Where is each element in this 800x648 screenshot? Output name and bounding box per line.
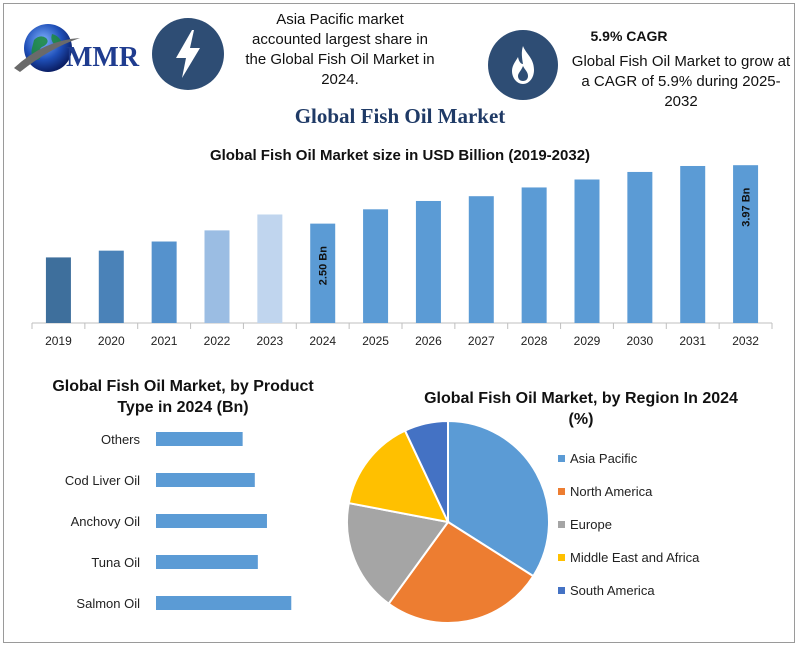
flame-icon bbox=[488, 30, 558, 100]
bar-2022 bbox=[204, 230, 230, 323]
hbar-cod-liver-oil bbox=[156, 473, 255, 487]
legend-label: North America bbox=[570, 484, 653, 499]
data-label: 2.50 Bn bbox=[318, 246, 330, 285]
x-tick-label: 2022 bbox=[204, 334, 231, 348]
bar-2024 bbox=[310, 223, 336, 323]
pie-slice-south-america bbox=[403, 419, 449, 523]
region-pie-chart: Asia Pacific North America Europe Middle Ea… bbox=[346, 419, 700, 624]
mmr-logo bbox=[12, 18, 150, 84]
x-tick-label: 2023 bbox=[257, 334, 284, 348]
bar-2019 bbox=[45, 257, 71, 323]
x-tick-label: 2027 bbox=[468, 334, 495, 348]
x-tick-label: 2024 bbox=[309, 334, 336, 348]
pie-slice-europe bbox=[346, 501, 450, 606]
category-label: Cod Liver Oil bbox=[65, 473, 140, 488]
product-chart-title: Global Fish Oil Market, by Product Type … bbox=[52, 378, 314, 416]
bar-2031 bbox=[680, 165, 706, 323]
x-tick-label: 2025 bbox=[362, 334, 389, 348]
x-tick-label: 2030 bbox=[627, 334, 654, 348]
bar-2027 bbox=[468, 196, 494, 323]
globe-icon bbox=[14, 24, 80, 72]
bar-chart-title: Global Fish Oil Market size in USD Billi… bbox=[209, 147, 591, 164]
hbar-others bbox=[156, 432, 243, 446]
bar-2020 bbox=[98, 250, 124, 323]
category-label: Tuna Oil bbox=[91, 555, 140, 570]
pie-slice-north-america bbox=[387, 520, 535, 624]
legend-swatch bbox=[558, 554, 565, 561]
x-tick-label: 2028 bbox=[521, 334, 548, 348]
market-size-bar-chart: 2019 2020 2021 2022 2023 2024 2.50 Bn 2025 2026 2… bbox=[31, 165, 773, 348]
bar-2026 bbox=[415, 200, 441, 323]
hbar-tuna-oil bbox=[156, 555, 258, 569]
bar-2021 bbox=[151, 241, 177, 323]
legend-swatch bbox=[558, 521, 565, 528]
legend-swatch bbox=[558, 587, 565, 594]
x-tick-label: 2019 bbox=[45, 334, 72, 348]
x-tick-label: 2021 bbox=[151, 334, 178, 348]
lightning-icon bbox=[152, 18, 224, 90]
legend-label: Europe bbox=[570, 517, 612, 532]
bar-2030 bbox=[627, 171, 653, 323]
hbar-anchovy-oil bbox=[156, 514, 267, 528]
x-tick-label: 2029 bbox=[574, 334, 601, 348]
category-label: Salmon Oil bbox=[76, 596, 140, 611]
bar-2023 bbox=[257, 214, 283, 323]
category-label: Anchovy Oil bbox=[71, 514, 140, 529]
data-label: 3.97 Bn bbox=[741, 187, 753, 226]
pie-slice-middle-east-and-africa bbox=[347, 429, 450, 524]
main-title: Global Fish Oil Market bbox=[294, 104, 506, 128]
legend-swatch bbox=[558, 488, 565, 495]
bar-2025 bbox=[363, 209, 389, 323]
legend-label: Middle East and Africa bbox=[570, 550, 700, 565]
x-tick-label: 2031 bbox=[679, 334, 706, 348]
product-type-bar-chart: Others Cod Liver Oil Anchovy Oil Tuna Oil Sa… bbox=[65, 432, 292, 611]
legend-label: Asia Pacific bbox=[570, 451, 638, 466]
infographic-frame bbox=[3, 3, 795, 643]
legend-swatch bbox=[558, 455, 565, 462]
bar-2029 bbox=[574, 179, 600, 323]
x-tick-label: 2026 bbox=[415, 334, 442, 348]
region-chart-title: Global Fish Oil Market, by Region In 202… bbox=[424, 390, 738, 428]
info-asia-pacific: Asia Pacific market accounted largest sh… bbox=[245, 11, 435, 88]
cagr-title: 5.9% CAGR bbox=[590, 28, 668, 44]
x-tick-label: 2032 bbox=[732, 334, 759, 348]
category-label: Others bbox=[101, 432, 141, 447]
logo-text: MMR bbox=[66, 42, 140, 73]
cagr-text: Global Fish Oil Market to grow at a CAGR… bbox=[571, 53, 791, 110]
hbar-salmon-oil bbox=[156, 596, 292, 610]
legend-label: South America bbox=[570, 583, 655, 598]
bar-2028 bbox=[521, 187, 547, 323]
x-tick-label: 2020 bbox=[98, 334, 125, 348]
bar-2032 bbox=[733, 165, 759, 323]
